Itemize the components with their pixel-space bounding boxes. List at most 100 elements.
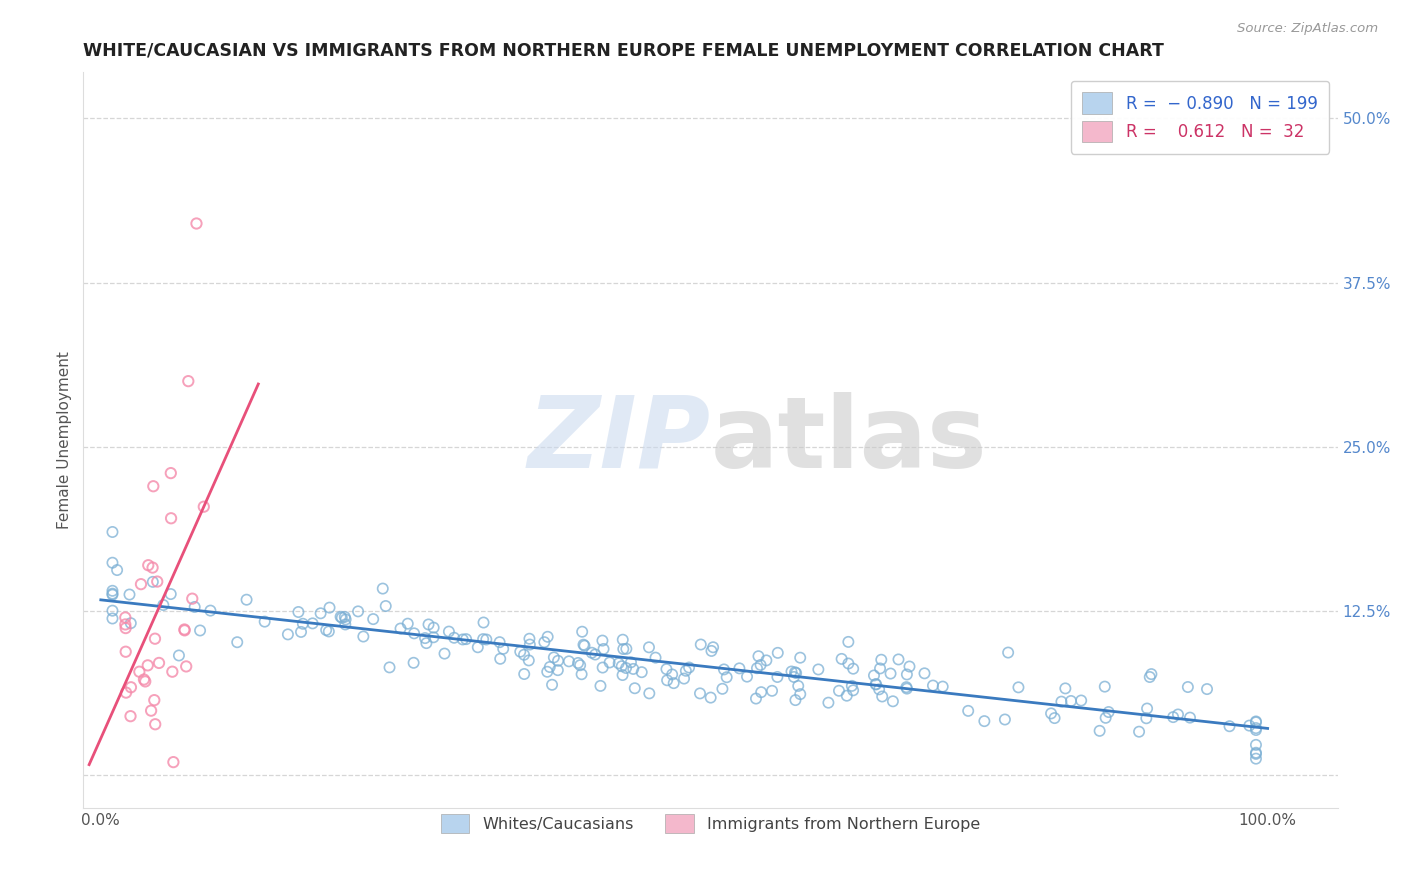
Point [869, 661, 891, 675]
Point [143, 693, 166, 707]
Point [789, 650, 811, 665]
Point [623, 681, 645, 696]
Point [1161, 710, 1184, 724]
Point [132, 673, 155, 687]
Point [181, 591, 204, 606]
Point [747, 649, 769, 664]
Point [173, 623, 195, 637]
Point [389, 622, 412, 636]
Point [547, 654, 569, 668]
Point [868, 682, 890, 697]
Point [572, 638, 595, 652]
Point [711, 681, 734, 696]
Point [120, 709, 142, 723]
Point [620, 655, 643, 669]
Point [253, 615, 276, 629]
Point [174, 659, 197, 673]
Point [1060, 694, 1083, 708]
Point [1050, 695, 1073, 709]
Point [591, 633, 613, 648]
Point [789, 687, 811, 701]
Point [120, 680, 142, 694]
Point [142, 479, 165, 493]
Point [1195, 681, 1218, 696]
Point [931, 680, 953, 694]
Point [177, 374, 200, 388]
Point [1043, 711, 1066, 725]
Point [162, 755, 184, 769]
Point [898, 659, 921, 673]
Point [842, 662, 865, 676]
Point [837, 635, 859, 649]
Point [1244, 747, 1267, 761]
Y-axis label: Female Unemployment: Female Unemployment [58, 351, 72, 529]
Point [1088, 723, 1111, 738]
Point [472, 615, 495, 630]
Point [817, 696, 839, 710]
Point [630, 665, 652, 680]
Point [689, 638, 711, 652]
Point [1070, 693, 1092, 707]
Point [489, 652, 512, 666]
Point [413, 631, 436, 645]
Point [115, 685, 138, 699]
Point [896, 681, 918, 696]
Text: atlas: atlas [710, 392, 987, 489]
Point [599, 656, 621, 670]
Point [143, 632, 166, 646]
Point [558, 654, 581, 668]
Text: Source: ZipAtlas.com: Source: ZipAtlas.com [1237, 22, 1378, 36]
Point [831, 652, 853, 666]
Point [139, 704, 162, 718]
Point [841, 679, 863, 693]
Point [689, 686, 711, 700]
Point [612, 668, 634, 682]
Point [766, 670, 789, 684]
Point [828, 683, 851, 698]
Point [200, 604, 222, 618]
Point [1128, 724, 1150, 739]
Point [997, 646, 1019, 660]
Point [160, 511, 183, 525]
Point [638, 640, 661, 655]
Point [994, 713, 1017, 727]
Point [541, 678, 564, 692]
Point [488, 635, 510, 649]
Point [114, 645, 136, 659]
Point [173, 624, 195, 638]
Point [612, 642, 634, 657]
Point [128, 665, 150, 679]
Point [614, 661, 637, 675]
Point [922, 679, 945, 693]
Point [1094, 711, 1116, 725]
Point [361, 612, 384, 626]
Point [673, 672, 696, 686]
Point [973, 714, 995, 728]
Point [785, 693, 807, 707]
Point [536, 665, 558, 679]
Point [291, 616, 314, 631]
Point [842, 683, 865, 698]
Point [101, 556, 124, 570]
Point [896, 667, 918, 681]
Point [713, 662, 735, 676]
Point [583, 648, 606, 662]
Point [567, 656, 589, 670]
Point [422, 621, 444, 635]
Point [1040, 706, 1063, 721]
Point [335, 617, 357, 632]
Point [101, 583, 124, 598]
Point [1139, 670, 1161, 684]
Point [402, 656, 425, 670]
Point [1244, 738, 1267, 752]
Point [1244, 752, 1267, 766]
Point [607, 657, 630, 671]
Point [519, 638, 541, 652]
Point [472, 632, 495, 647]
Point [716, 670, 738, 684]
Point [865, 677, 887, 691]
Point [1007, 681, 1029, 695]
Point [745, 661, 768, 675]
Point [136, 558, 159, 573]
Point [699, 690, 721, 705]
